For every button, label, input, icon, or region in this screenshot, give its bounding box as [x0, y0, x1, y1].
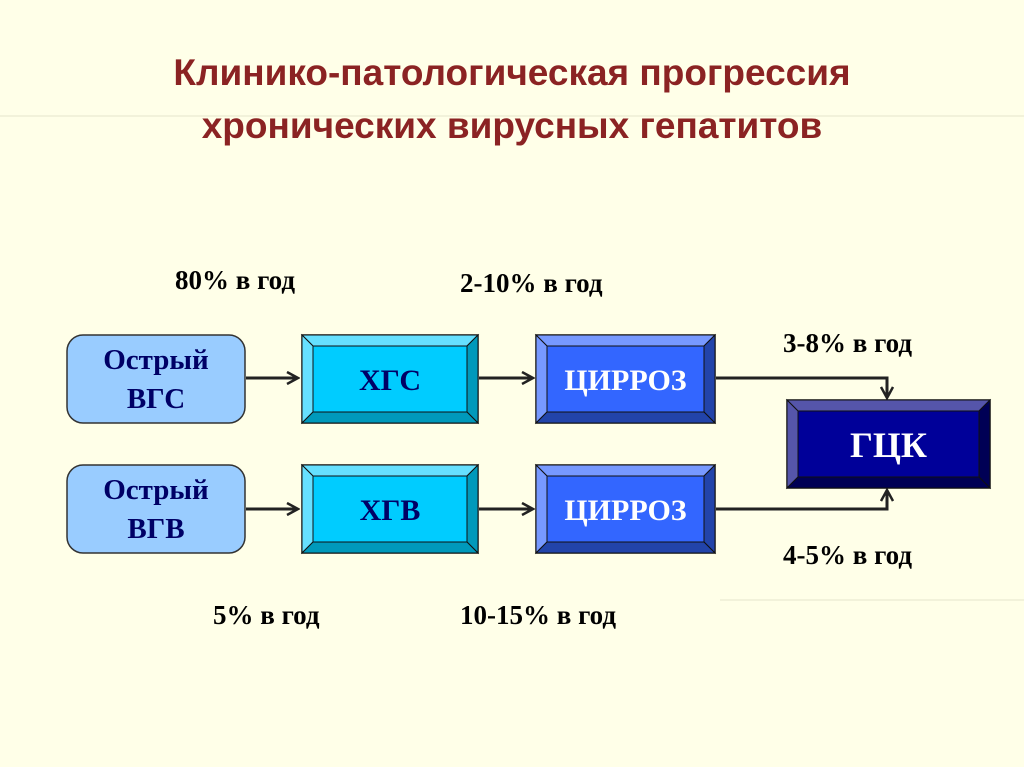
node-hcc: ГЦК	[785, 398, 992, 490]
rate-hbv-to-chronic: 5% в год	[213, 600, 320, 630]
node-label: ГЦК	[850, 425, 927, 465]
arrow-cirrhosis-c-to-hcc	[716, 376, 887, 398]
node-label: ХГС	[359, 364, 421, 397]
rate-cirrhosis-c-to-hcc: 3-8% в год	[783, 328, 912, 358]
node-label: ЦИРРОЗ	[564, 494, 686, 527]
node-label: ХГВ	[360, 494, 421, 527]
node-acute-hcv: Острый ВГС	[66, 334, 246, 424]
node-label: ЦИРРОЗ	[564, 364, 686, 397]
node-label: ВГВ	[127, 513, 184, 545]
rate-chc-to-cirrhosis: 2-10% в год	[460, 268, 603, 298]
node-label: Острый	[103, 474, 209, 506]
rate-hcv-to-chronic: 80% в год	[175, 265, 295, 295]
rate-cirrhosis-b-to-hcc: 4-5% в год	[783, 540, 912, 570]
node-chc: ХГС	[300, 333, 480, 425]
node-cirrhosis-c: ЦИРРОЗ	[534, 333, 717, 425]
title-line-1: Клинико-патологическая прогрессия	[173, 52, 851, 93]
node-acute-hbv: Острый ВГВ	[66, 464, 246, 554]
node-cirrhosis-b: ЦИРРОЗ	[534, 463, 717, 555]
rate-chb-to-cirrhosis: 10-15% в год	[460, 600, 616, 630]
node-label: ВГС	[127, 383, 185, 415]
title-line-2: хронических вирусных гепатитов	[201, 105, 823, 146]
node-chb: ХГВ	[300, 463, 480, 555]
arrow-cirrhosis-b-to-hcc	[716, 490, 887, 511]
node-label: Острый	[103, 344, 209, 376]
